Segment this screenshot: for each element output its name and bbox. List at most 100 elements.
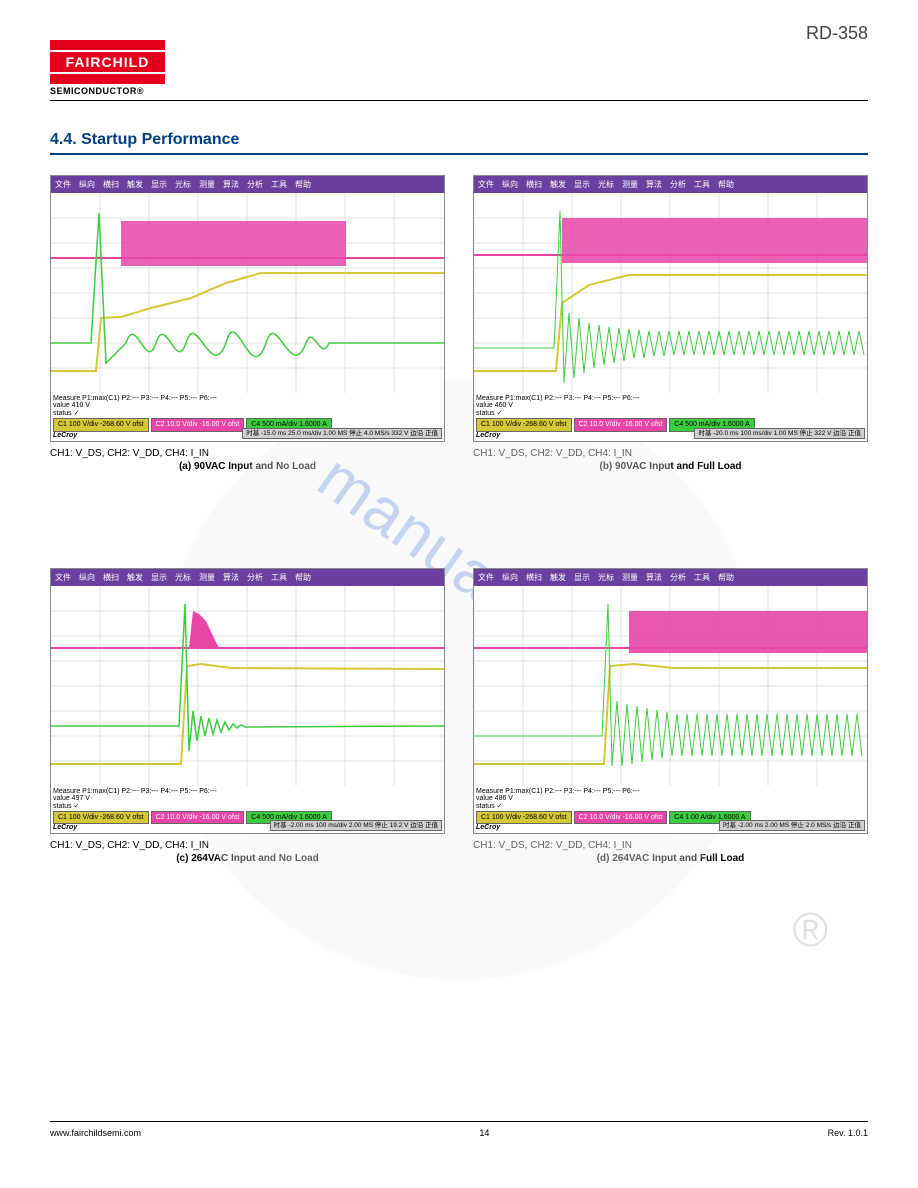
page-footer: www.fairchildsemi.com 14 Rev. 1.0.1 [50, 1121, 868, 1138]
value-row: value 410 V [53, 402, 442, 409]
menu-item: 横扫 [103, 179, 119, 190]
caption-a: (a) 90VAC Input and No Load [50, 461, 445, 472]
menu-item: 算法 [646, 179, 662, 190]
value-row: value 486 V [476, 795, 865, 802]
menu-item: 触发 [127, 572, 143, 583]
menu-item: 工具 [271, 572, 287, 583]
menu-item: 测量 [199, 179, 215, 190]
menu-item: 帮助 [718, 179, 734, 190]
caption-d: (d) 264VAC Input and Full Load [473, 853, 868, 864]
menu-item: 工具 [271, 179, 287, 190]
lecroy-label: LeCroy [476, 432, 500, 439]
doc-reference: RD-358 [50, 23, 868, 44]
menu-item: 光标 [175, 572, 191, 583]
scope-footer-d: Measure P1:max(C1) P2:--- P3:--- P4:--- … [474, 786, 867, 834]
caption-channels-c: CH1: V_DS, CH2: V_DD, CH4: I_IN [50, 840, 445, 851]
header-divider [50, 100, 868, 101]
lecroy-label: LeCroy [53, 824, 77, 831]
timebase-chip: 时基 -2.00 ms 2.00 MS 停止 2.0 MS/s 边沿 正值 [719, 820, 865, 831]
menu-item: 光标 [598, 572, 614, 583]
waveform-area-d [474, 586, 867, 786]
measure-row: Measure P1:max(C1) P2:--- P3:--- P4:--- … [53, 395, 442, 402]
menu-item: 纵向 [79, 179, 95, 190]
ch1-chip: C1 100 V/div -268.60 V ofst [53, 418, 149, 432]
menu-item: 帮助 [718, 572, 734, 583]
fairchild-logo: FAIRCHILD SEMICONDUCTOR® [50, 40, 165, 96]
menu-item: 光标 [175, 179, 191, 190]
menu-item: 测量 [199, 572, 215, 583]
menu-item: 文件 [478, 572, 494, 583]
measure-row: Measure P1:max(C1) P2:--- P3:--- P4:--- … [476, 788, 865, 795]
scope-footer-b: Measure P1:max(C1) P2:--- P3:--- P4:--- … [474, 393, 867, 441]
menu-item: 纵向 [502, 179, 518, 190]
scope-b: 文件 纵向 横扫 触发 显示 光标 测量 算法 分析 工具 帮助 [473, 175, 868, 472]
ch2-chip: C2 10.0 V/div -16.00 V ofst [574, 418, 668, 432]
menu-item: 帮助 [295, 179, 311, 190]
status-row: status ✓ [476, 409, 865, 417]
caption-channels-b: CH1: V_DS, CH2: V_DD, CH4: I_IN [473, 448, 868, 459]
footer-url: www.fairchildsemi.com [50, 1128, 141, 1138]
menu-item: 测量 [622, 572, 638, 583]
ch1-chip: C1 100 V/div -268.60 V ofst [476, 811, 572, 825]
menu-item: 纵向 [502, 572, 518, 583]
scope-menubar: 文件 纵向 横扫 触发 显示 光标 测量 算法 分析 工具 帮助 [474, 569, 867, 586]
menu-item: 触发 [127, 179, 143, 190]
timebase-chip: 时基 -2.00 ms 100 ms/div 2.00 MS 停止 19.2 V… [270, 820, 442, 831]
scope-menubar: 文件 纵向 横扫 触发 显示 光标 测量 算法 分析 工具 帮助 [474, 176, 867, 193]
lecroy-label: LeCroy [476, 824, 500, 831]
ch2-chip: C2 10.0 V/div -16.00 V ofst [574, 811, 668, 825]
menu-item: 横扫 [103, 572, 119, 583]
status-row: status ✓ [53, 409, 442, 417]
lecroy-label: LeCroy [53, 432, 77, 439]
caption-b: (b) 90VAC Input and Full Load [473, 461, 868, 472]
menu-item: 显示 [151, 179, 167, 190]
menu-item: 纵向 [79, 572, 95, 583]
menu-item: 分析 [247, 572, 263, 583]
scope-menubar: 文件 纵向 横扫 触发 显示 光标 测量 算法 分析 工具 帮助 [51, 176, 444, 193]
ch1-chip: C1 100 V/div -268.60 V ofst [476, 418, 572, 432]
menu-item: 算法 [646, 572, 662, 583]
timebase-chip: 时基 -15.0 ms 25.0 ms/div 1.00 MS 停止 4.0 M… [242, 428, 442, 439]
caption-channels-d: CH1: V_DS, CH2: V_DD, CH4: I_IN [473, 840, 868, 851]
waveform-area-c [51, 586, 444, 786]
section-title: 4.4. Startup Performance [50, 131, 868, 155]
menu-item: 分析 [670, 572, 686, 583]
value-row: value 460 V [476, 402, 865, 409]
menu-item: 触发 [550, 572, 566, 583]
oscilloscope-grid: 文件 纵向 横扫 触发 显示 光标 测量 算法 分析 工具 帮助 [50, 175, 868, 864]
waveform-area-a [51, 193, 444, 393]
measure-row: Measure P1:max(C1) P2:--- P3:--- P4:--- … [53, 788, 442, 795]
status-row: status ✓ [476, 802, 865, 810]
menu-item: 文件 [55, 572, 71, 583]
menu-item: 显示 [151, 572, 167, 583]
menu-item: 帮助 [295, 572, 311, 583]
revision: Rev. 1.0.1 [828, 1128, 868, 1138]
page-number: 14 [479, 1128, 489, 1138]
menu-item: 文件 [55, 179, 71, 190]
timebase-chip: 时基 -20.0 ms 100 ms/div 1.00 MS 停止 322 V … [694, 428, 865, 439]
menu-item: 触发 [550, 179, 566, 190]
semiconductor-text: SEMICONDUCTOR® [50, 86, 165, 96]
ch2-chip: C2 10.0 V/div -16.00 V ofst [151, 418, 245, 432]
menu-item: 测量 [622, 179, 638, 190]
menu-item: 分析 [247, 179, 263, 190]
scope-menubar: 文件 纵向 横扫 触发 显示 光标 测量 算法 分析 工具 帮助 [51, 569, 444, 586]
menu-item: 横扫 [526, 572, 542, 583]
measure-row: Measure P1:max(C1) P2:--- P3:--- P4:--- … [476, 395, 865, 402]
waveform-area-b [474, 193, 867, 393]
menu-item: 分析 [670, 179, 686, 190]
menu-item: 显示 [574, 572, 590, 583]
value-row: value 497 V [53, 795, 442, 802]
caption-channels-a: CH1: V_DS, CH2: V_DD, CH4: I_IN [50, 448, 445, 459]
menu-item: 文件 [478, 179, 494, 190]
ch1-chip: C1 100 V/div -268.60 V ofst [53, 811, 149, 825]
scope-c: 文件 纵向 横扫 触发 显示 光标 测量 算法 分析 工具 帮助 [50, 568, 445, 865]
scope-footer-a: Measure P1:max(C1) P2:--- P3:--- P4:--- … [51, 393, 444, 441]
status-row: status ✓ [53, 802, 442, 810]
menu-item: 算法 [223, 179, 239, 190]
menu-item: 工具 [694, 179, 710, 190]
menu-item: 显示 [574, 179, 590, 190]
menu-item: 横扫 [526, 179, 542, 190]
logo-text: FAIRCHILD [50, 52, 165, 72]
menu-item: 算法 [223, 572, 239, 583]
